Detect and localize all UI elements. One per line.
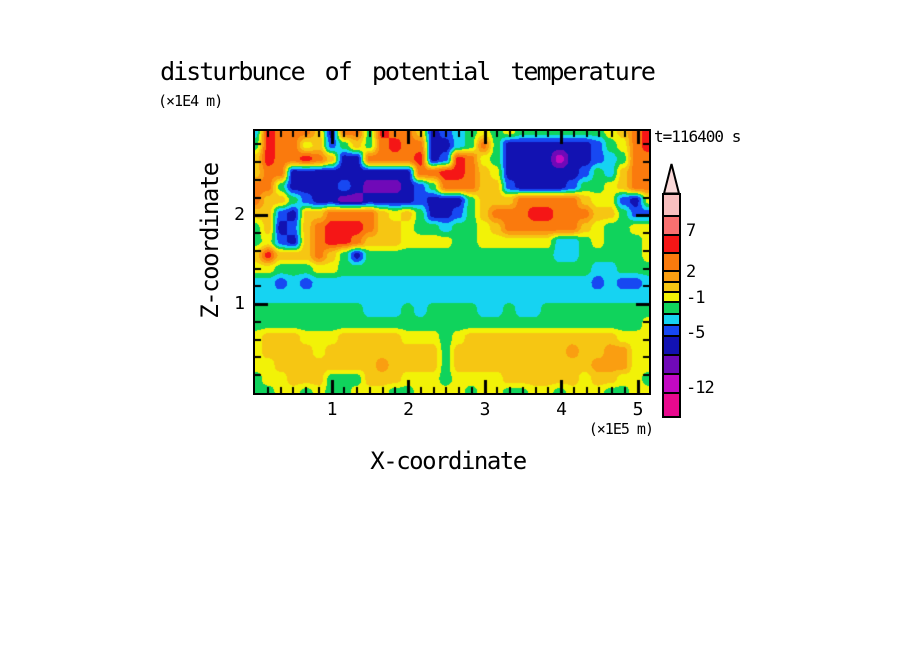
x-axis-title: X-coordinate	[370, 447, 527, 475]
colorbar-segment	[664, 215, 679, 234]
colorbar-segment	[664, 291, 679, 301]
colorbar	[662, 193, 681, 418]
z-tick-label: 2	[234, 204, 245, 226]
colorbar-segment	[664, 252, 679, 270]
x-tick-label: 5	[632, 399, 644, 420]
colorbar-segment	[664, 313, 679, 324]
colorbar-tick-label: -12	[686, 378, 715, 398]
x-axis-unit-label: (×1E5 m)	[588, 420, 654, 438]
colorbar-segment	[664, 392, 679, 416]
x-tick-label: 1	[326, 399, 338, 420]
colorbar-segment	[664, 324, 679, 335]
z-tick-label: 1	[234, 293, 245, 315]
colorbar-segment	[664, 335, 679, 354]
x-tick-label: 2	[403, 399, 414, 420]
x-tick-label: 3	[479, 399, 491, 420]
z-axis-unit-label: (×1E4 m)	[158, 92, 223, 110]
x-tick-label: 4	[556, 399, 567, 420]
plot-title: disturbunce of potential temperature	[160, 57, 656, 86]
colorbar-segment	[664, 234, 679, 252]
colorbar-arrow-shape	[662, 163, 681, 195]
contour-field-canvas	[255, 131, 649, 393]
plot-area	[253, 129, 651, 395]
colorbar-tick-label: 2	[686, 262, 696, 282]
colorbar-tick-label: 7	[686, 221, 696, 241]
colorbar-tick-label: -5	[686, 323, 706, 343]
colorbar-arrow-icon	[662, 163, 681, 195]
colorbar-segment	[664, 281, 679, 291]
colorbar-segment	[664, 195, 679, 215]
time-label: t=116400 s	[654, 127, 741, 146]
colorbar-segment	[664, 270, 679, 281]
colorbar-segment	[664, 373, 679, 392]
colorbar-segment	[664, 354, 679, 373]
colorbar-segment	[664, 301, 679, 313]
colorbar-tick-label: -1	[686, 288, 706, 308]
